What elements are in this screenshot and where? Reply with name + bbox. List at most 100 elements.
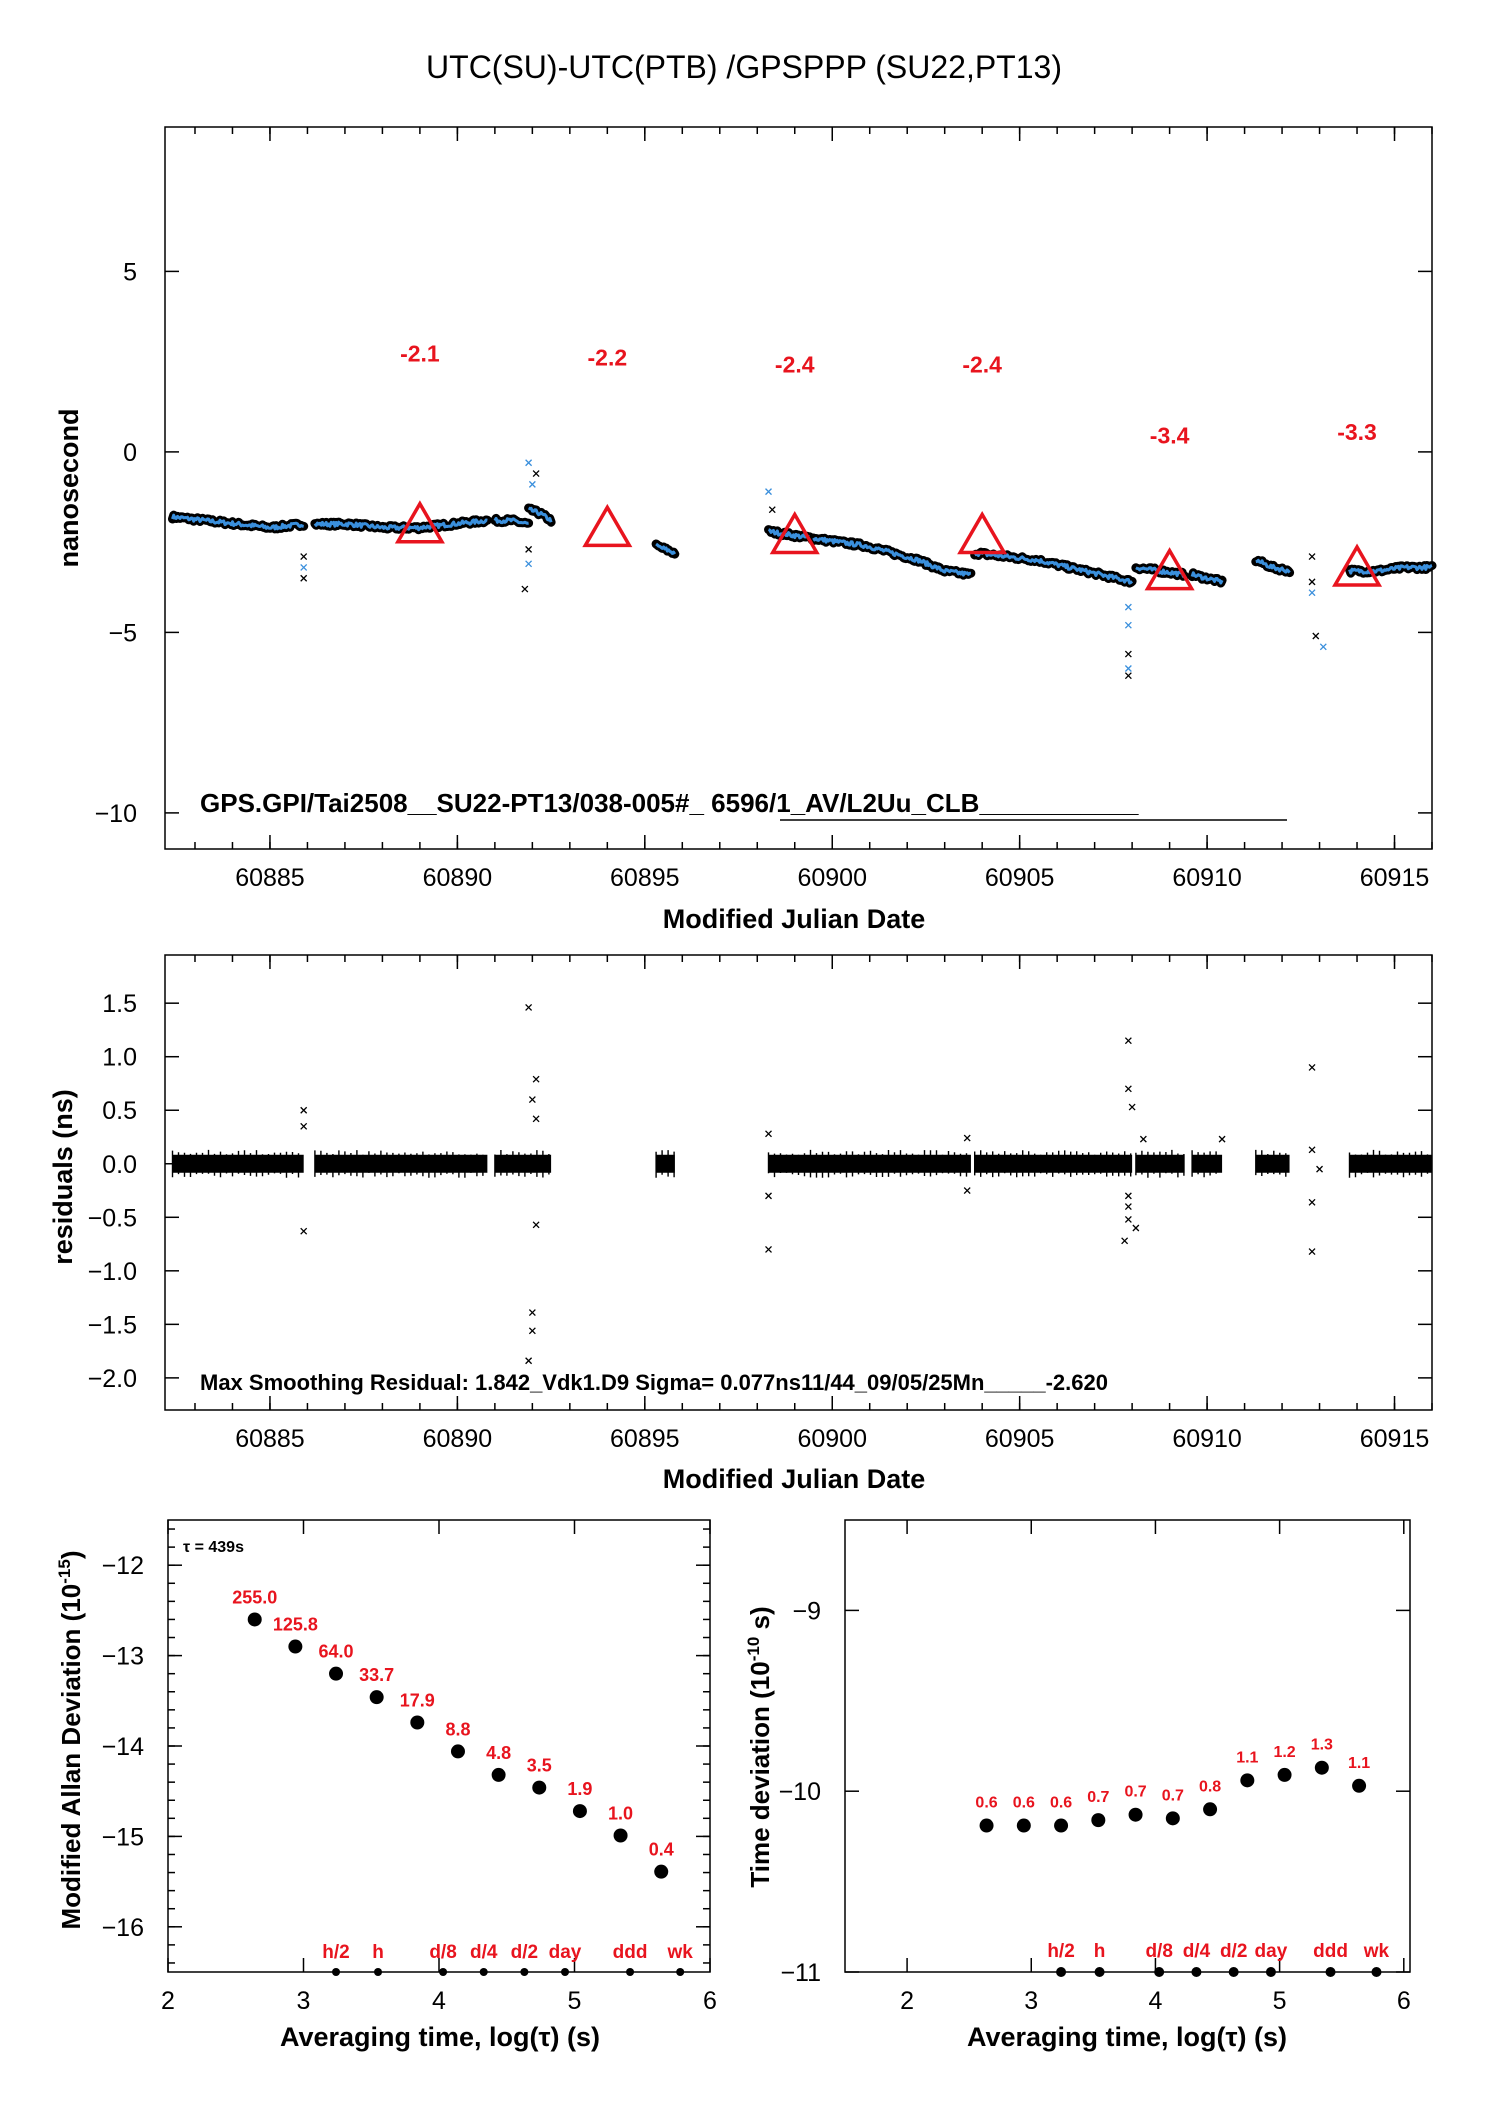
mdev-point-label: 8.8 (445, 1719, 470, 1739)
residual-outlier (532, 1075, 540, 1083)
mdev-point-label: 125.8 (273, 1615, 318, 1635)
mdev-point (247, 1612, 262, 1627)
y-tick-label: 1.5 (102, 990, 137, 1018)
x-tick-label: 4 (1148, 1987, 1162, 2015)
y-tick-label: 5 (123, 258, 137, 286)
tdev-frame (844, 1519, 1411, 1973)
mdev-xlabel: Averaging time, log(τ) (s) (280, 2022, 600, 2052)
residual-outlier (528, 1309, 536, 1317)
marker-label: -2.1 (400, 341, 440, 367)
interval-label: d/2 (511, 1942, 538, 1963)
residual-outlier (1308, 1248, 1316, 1256)
residual-band-edge (171, 1149, 300, 1178)
tdev-point (979, 1818, 994, 1833)
mdev-point (654, 1864, 669, 1879)
x-tick-label: 60910 (1172, 1425, 1242, 1453)
residual-outlier (1124, 1215, 1132, 1223)
outlier-point (525, 545, 533, 553)
x-tick-label: 60905 (985, 1425, 1055, 1453)
tdev-point-label: 0.7 (1124, 1784, 1146, 1801)
marker-label: -2.2 (588, 344, 628, 370)
residual-band-edge (1348, 1149, 1429, 1178)
x-tick-label: 2 (161, 1987, 175, 2015)
residual-band (656, 1154, 675, 1173)
residual-band (1192, 1154, 1223, 1173)
x-tick-label: 60900 (797, 864, 867, 892)
residual-outlier (1132, 1224, 1140, 1232)
y-tick-label: 0 (123, 439, 137, 467)
residual-band-edge (767, 1149, 968, 1178)
x-tick-label: 6 (703, 1987, 717, 2015)
mdev-point-label: 64.0 (318, 1642, 353, 1662)
mdev-panel: 2 3 4 5 6 −16 −15 −14 −13 −12 255.0 125.864.0 33.7 1… (55, 1519, 717, 2052)
interval-dot (374, 1968, 383, 1976)
residual-outlier (1218, 1135, 1226, 1143)
outlier-point (532, 470, 540, 478)
interval-dot (1154, 1967, 1165, 1977)
x-tick-label: 60905 (985, 864, 1055, 892)
y-tick-label: −10 (95, 800, 137, 828)
tau-label: τ = 439s (183, 1539, 244, 1556)
residual-outlier (765, 1192, 772, 1200)
residual-outlier (532, 1221, 540, 1229)
x-tick-label: 5 (1273, 1987, 1287, 2015)
tdev-point (1314, 1760, 1329, 1775)
residuals-footer: Max Smoothing Residual: 1.842_Vdk1.D9 Si… (200, 1370, 1108, 1395)
residual-outlier (525, 1004, 533, 1011)
outlier-point (1124, 603, 1132, 611)
x-tick-label: 60900 (797, 1425, 867, 1453)
x-tick-label: 60895 (610, 864, 680, 892)
x-tick-label: 60910 (1172, 864, 1242, 892)
interval-label: h/2 (322, 1942, 349, 1963)
residual-outlier (300, 1106, 308, 1114)
residual-band (1349, 1154, 1432, 1173)
tdev-panel: 2 3 4 5 6 −11 −10 −9 0.6 0.6 0.6 0.7 0.7 0.7 0.8 1.1 1.… (744, 1519, 1411, 2052)
residual-outlier (528, 1096, 536, 1103)
y-tick-label: −16 (102, 1914, 144, 1942)
marker-label: -3.4 (1150, 423, 1190, 449)
outlier-point (1124, 672, 1132, 680)
y-tick-label: 1.0 (102, 1044, 137, 1072)
residual-outlier (1308, 1146, 1316, 1154)
tdev-ylabel: Time deviation (10-10 s) (744, 1606, 775, 1887)
x-tick-label: 60915 (1360, 1425, 1430, 1453)
residual-band-edge (1255, 1149, 1287, 1177)
triangle-marker (1331, 543, 1383, 587)
mdev-point-label: 3.5 (527, 1756, 552, 1776)
interval-dot (1325, 1967, 1336, 1977)
residual-outlier (1121, 1237, 1129, 1245)
residual-outlier (963, 1134, 971, 1142)
residual-outlier (1124, 1037, 1132, 1045)
tdev-point (1016, 1818, 1031, 1833)
interval-label: d/4 (470, 1942, 498, 1963)
mdev-point (491, 1767, 506, 1782)
x-tick-label: 60885 (235, 1425, 305, 1453)
marker-label: -2.4 (775, 351, 815, 377)
interval-label: day (549, 1942, 582, 1963)
outlier-point (1124, 665, 1132, 672)
time-series-footer: GPS.GPI/Tai2508__SU22-PT13/038-005#_ 659… (200, 788, 1139, 818)
outlier-point (1124, 650, 1132, 658)
series-line (527, 506, 553, 523)
tdev-point (1203, 1802, 1218, 1817)
interval-dot (1228, 1967, 1239, 1977)
residual-outlier (1316, 1165, 1323, 1173)
interval-label: ddd (1313, 1941, 1348, 1962)
tdev-point-label: 0.7 (1162, 1787, 1184, 1804)
interval-dot (1265, 1967, 1276, 1977)
x-tick-label: 60890 (423, 1425, 493, 1453)
interval-label: d/4 (1183, 1941, 1211, 1962)
x-tick-label: 5 (568, 1987, 582, 2015)
tdev-point (1240, 1773, 1255, 1788)
mdev-point (288, 1639, 303, 1654)
residual-outlier (300, 1227, 308, 1235)
y-tick-label: −0.5 (88, 1204, 137, 1232)
interval-label: h/2 (1047, 1941, 1074, 1962)
interval-dot (1371, 1967, 1382, 1977)
outlier-point (1312, 632, 1320, 640)
residuals-xlabel: Modified Julian Date (663, 1464, 926, 1494)
residual-outlier (1139, 1135, 1147, 1143)
interval-dot (479, 1968, 488, 1976)
outlier-point (521, 585, 529, 593)
mdev-point-label: 255.0 (232, 1587, 277, 1607)
